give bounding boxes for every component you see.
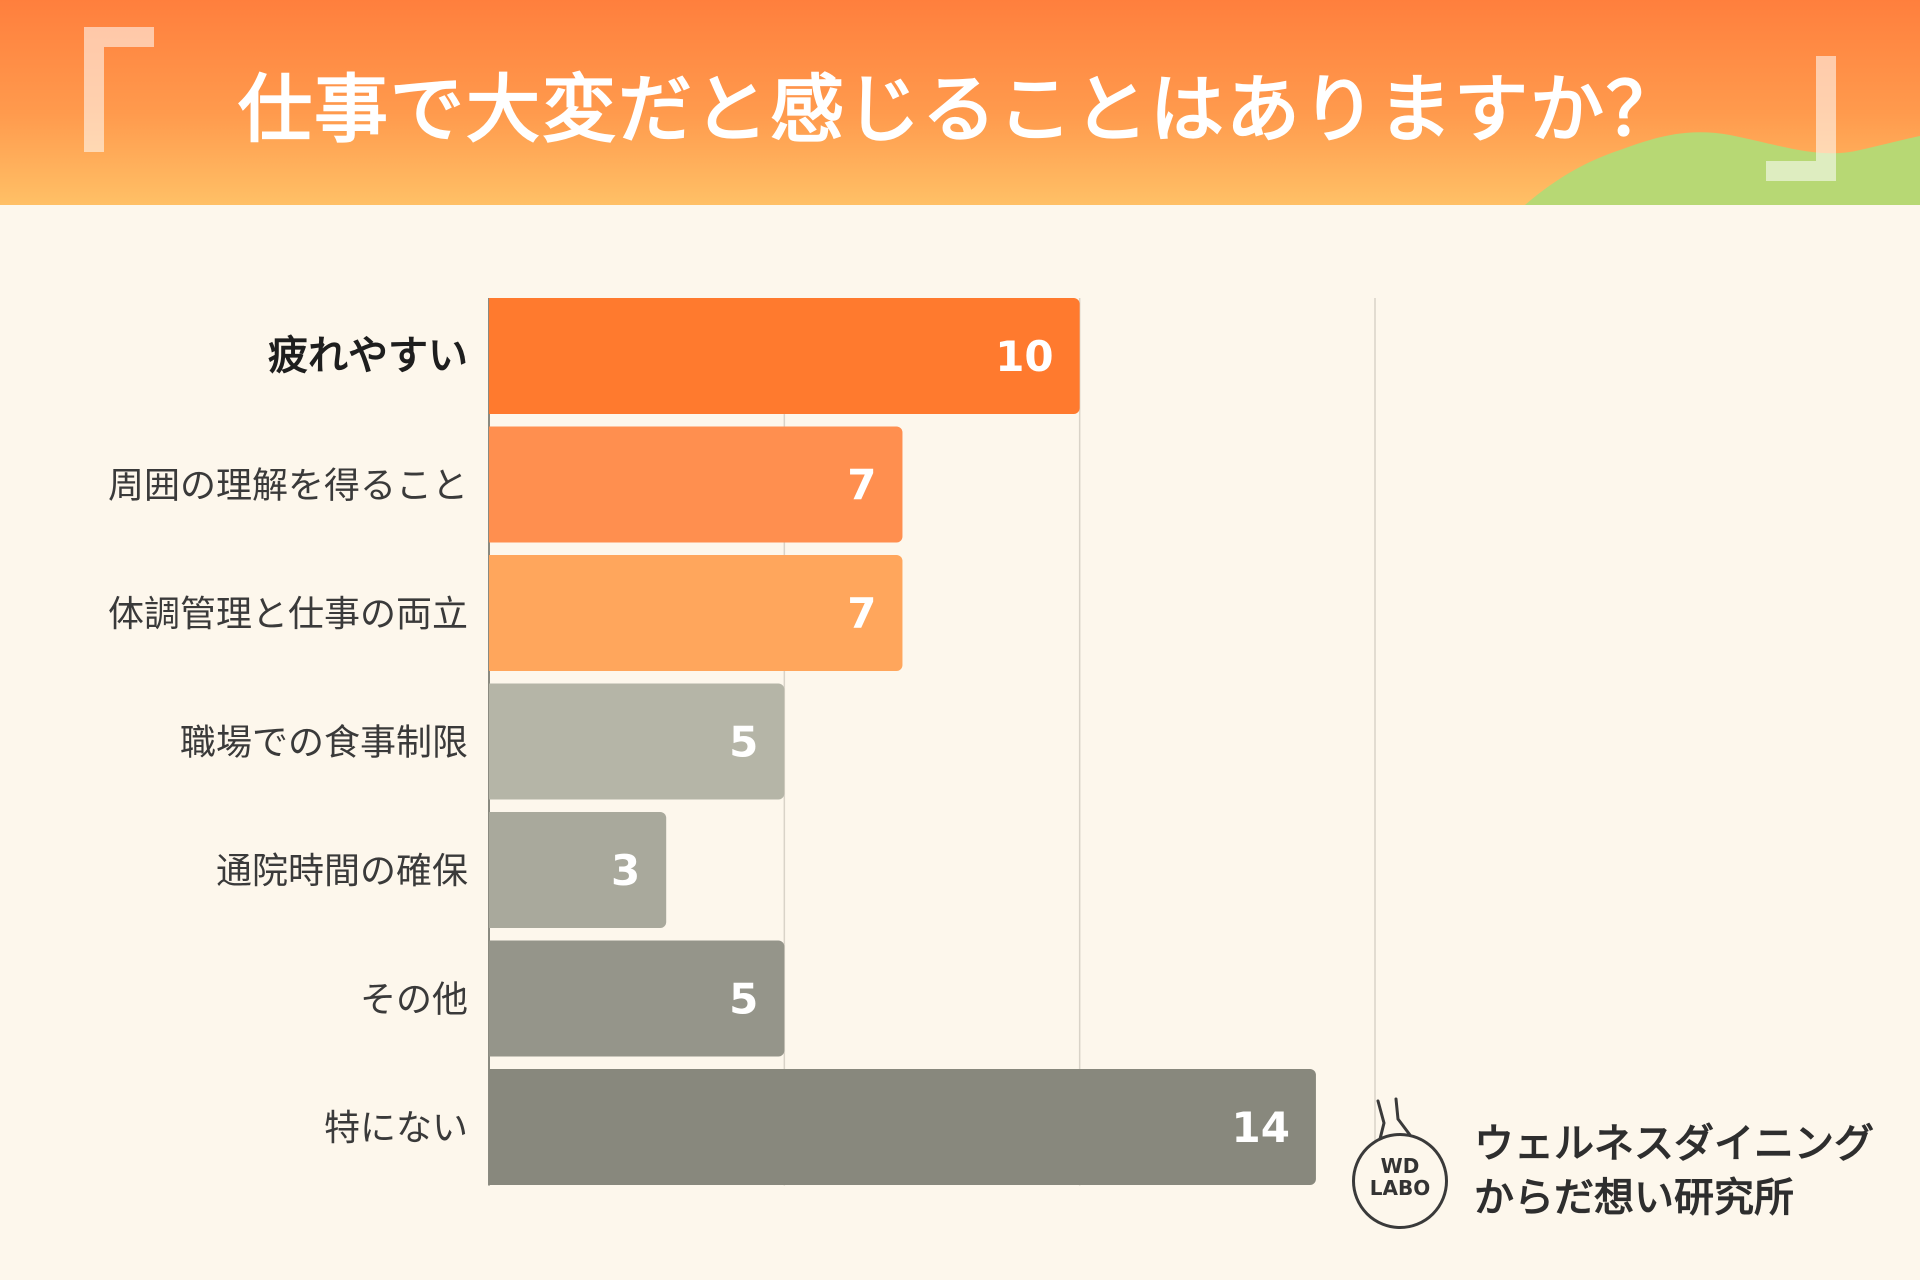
bar: [489, 555, 903, 671]
bar: [489, 1069, 1316, 1185]
data-label: 3: [611, 846, 640, 895]
bar: [489, 683, 785, 800]
bar-edge: [489, 298, 499, 414]
category-label: 特にない: [324, 1108, 468, 1149]
category-labels: 疲れやすい周囲の理解を得ること体調管理と仕事の両立職場での食事制限通院時間の確保…: [108, 333, 468, 1149]
bar-edge: [489, 812, 499, 928]
header-banner: 仕事で大変だと感じることはありますか？: [0, 0, 1920, 205]
bar: [489, 940, 785, 1057]
close-bracket-decoration: [1766, 56, 1836, 181]
bar: [489, 426, 903, 543]
logo-name-line2: からだ想い研究所: [1474, 1175, 1794, 1221]
data-label: 5: [729, 718, 758, 767]
data-label: 5: [729, 975, 758, 1024]
logo-name: ウェルネスダイニング からだ想い研究所: [1474, 1117, 1874, 1225]
bar-edge: [489, 683, 499, 800]
brand-logo: WD LABO ウェルネスダイニング からだ想い研究所: [1352, 1095, 1874, 1235]
bar-edge: [489, 555, 499, 671]
data-label: 7: [847, 589, 876, 638]
category-label: 体調管理と仕事の両立: [108, 594, 468, 635]
logo-name-line1: ウェルネスダイニング: [1474, 1121, 1874, 1167]
bar-edge: [489, 1069, 499, 1185]
logo-badge-bottom: LABO: [1369, 1176, 1431, 1200]
category-label: 周囲の理解を得ること: [108, 466, 468, 507]
bars: 10 7 7 5 3 5 14: [489, 298, 1316, 1185]
data-label: 10: [995, 332, 1053, 381]
category-label: 疲れやすい: [268, 333, 468, 379]
logo-badge-top: WD: [1380, 1154, 1420, 1178]
logo-badge-text: WD LABO: [1352, 1155, 1448, 1199]
bar: [489, 298, 1080, 414]
open-bracket-decoration: [84, 27, 154, 152]
page-title: 仕事で大変だと感じることはありますか？: [238, 67, 1682, 153]
data-label: 14: [1231, 1103, 1289, 1152]
category-label: 通院時間の確保: [216, 851, 468, 892]
category-label: 職場での食事制限: [180, 723, 468, 764]
bar-edge: [489, 940, 499, 1057]
logo-badge-circle: [1352, 1133, 1448, 1229]
bar-edge: [489, 426, 499, 543]
bar: [489, 812, 667, 928]
data-label: 7: [847, 461, 876, 510]
category-label: その他: [360, 980, 468, 1021]
antenna-icon: [1376, 1097, 1412, 1141]
hill-decoration: [1525, 132, 1920, 205]
